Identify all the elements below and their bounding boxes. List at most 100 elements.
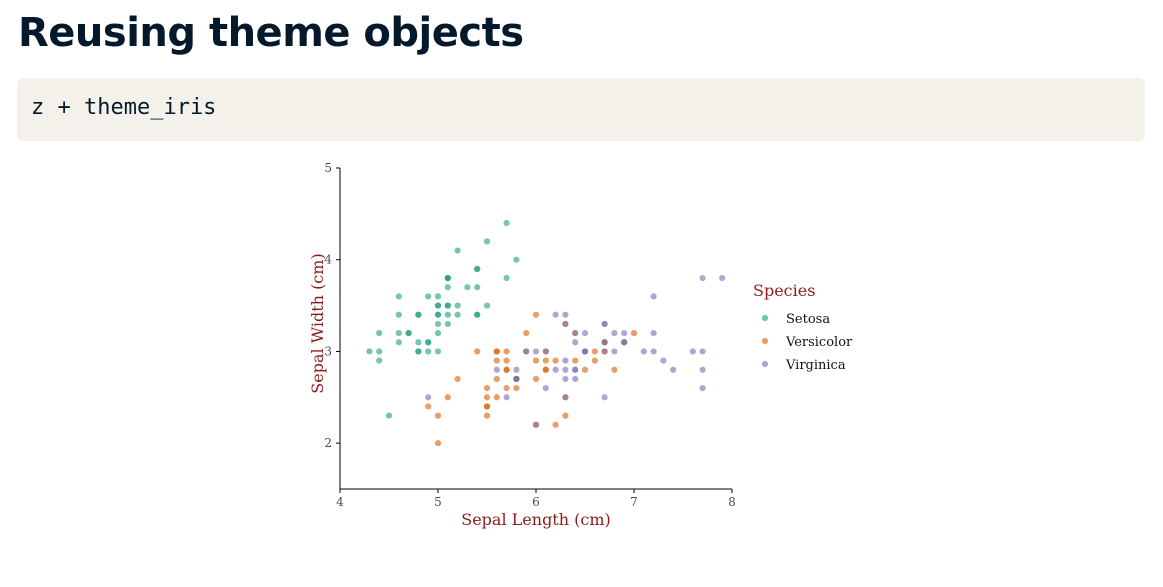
point-versicolor — [434, 412, 442, 419]
point-virginica — [552, 366, 559, 373]
point-setosa — [474, 265, 481, 272]
y-axis-title: Sepal Width (cm) — [308, 253, 327, 393]
point-virginica — [562, 375, 569, 383]
point-virginica — [532, 348, 540, 355]
y-tick-label: 4 — [324, 253, 332, 267]
point-virginica — [601, 339, 608, 346]
point-setosa — [395, 311, 402, 318]
point-setosa — [376, 329, 383, 337]
point-virginica — [562, 357, 569, 364]
point-setosa — [434, 348, 442, 355]
x-tick-label: 4 — [336, 495, 344, 509]
y-ticks: 2 3 4 5 — [324, 161, 340, 450]
point-virginica — [572, 339, 579, 346]
point-versicolor — [591, 357, 598, 364]
point-virginica — [699, 274, 706, 282]
point-versicolor — [483, 394, 491, 401]
point-setosa — [425, 348, 432, 355]
point-setosa — [474, 284, 481, 291]
point-setosa — [444, 311, 451, 318]
point-setosa — [434, 329, 442, 337]
point-setosa — [483, 302, 491, 309]
point-versicolor — [572, 357, 579, 364]
point-versicolor — [454, 375, 461, 383]
point-setosa — [425, 293, 432, 300]
point-versicolor — [503, 348, 510, 355]
point-setosa — [454, 302, 461, 309]
point-versicolor — [591, 348, 598, 355]
point-setosa — [503, 219, 510, 227]
points-layer — [366, 219, 726, 447]
point-virginica — [689, 348, 696, 355]
point-virginica — [699, 366, 706, 373]
point-versicolor — [630, 329, 638, 337]
legend-key-virginica — [761, 360, 769, 368]
point-versicolor — [532, 311, 540, 318]
point-setosa — [444, 302, 451, 309]
point-virginica — [699, 348, 706, 355]
point-setosa — [474, 311, 481, 318]
point-virginica — [601, 320, 608, 328]
point-versicolor — [493, 375, 500, 383]
point-virginica — [670, 366, 677, 373]
point-setosa — [415, 348, 422, 355]
legend-title: Species — [753, 281, 815, 300]
point-versicolor — [483, 403, 491, 410]
legend: Species Setosa Versicolor Virginica — [753, 281, 853, 373]
code-text: z + theme_iris — [31, 95, 217, 120]
point-virginica — [542, 348, 549, 355]
y-tick-label: 2 — [324, 436, 332, 450]
point-virginica — [719, 274, 726, 282]
point-versicolor — [503, 366, 510, 373]
point-virginica — [601, 394, 608, 401]
point-virginica — [611, 348, 618, 355]
point-setosa — [444, 320, 451, 328]
point-versicolor — [532, 357, 540, 364]
point-virginica — [650, 293, 657, 300]
point-versicolor — [434, 440, 442, 447]
x-tick-label: 8 — [728, 495, 736, 509]
point-setosa — [503, 274, 510, 282]
point-versicolor — [542, 366, 549, 373]
point-virginica — [650, 329, 657, 337]
point-virginica — [503, 394, 510, 401]
point-setosa — [434, 311, 442, 318]
slide-title: Reusing theme objects — [18, 10, 524, 56]
point-versicolor — [493, 348, 500, 355]
x-tick-label: 5 — [434, 495, 442, 509]
point-virginica — [581, 329, 589, 337]
point-versicolor — [483, 412, 491, 419]
point-virginica — [601, 348, 608, 355]
point-virginica — [621, 339, 628, 346]
point-setosa — [444, 284, 451, 291]
point-versicolor — [552, 421, 559, 428]
point-versicolor — [425, 403, 432, 410]
point-setosa — [395, 293, 402, 300]
point-setosa — [444, 274, 451, 282]
point-virginica — [513, 375, 520, 383]
point-setosa — [366, 348, 373, 355]
point-virginica — [523, 348, 530, 355]
point-setosa — [454, 247, 461, 254]
point-versicolor — [503, 385, 510, 392]
point-setosa — [454, 311, 461, 318]
point-versicolor — [513, 385, 520, 392]
x-tick-label: 6 — [532, 495, 540, 509]
point-virginica — [552, 311, 559, 318]
point-virginica — [562, 320, 569, 328]
point-virginica — [532, 421, 540, 428]
point-versicolor — [611, 366, 618, 373]
point-versicolor — [532, 375, 540, 383]
point-virginica — [581, 348, 589, 355]
legend-label-setosa: Setosa — [786, 312, 830, 327]
point-virginica — [572, 375, 579, 383]
point-virginica — [493, 366, 500, 373]
point-setosa — [425, 339, 432, 346]
x-axis-title: Sepal Length (cm) — [461, 510, 611, 529]
point-virginica — [562, 394, 569, 401]
point-setosa — [434, 320, 442, 328]
point-virginica — [699, 385, 706, 392]
legend-label-virginica: Virginica — [785, 358, 846, 373]
point-virginica — [513, 366, 520, 373]
